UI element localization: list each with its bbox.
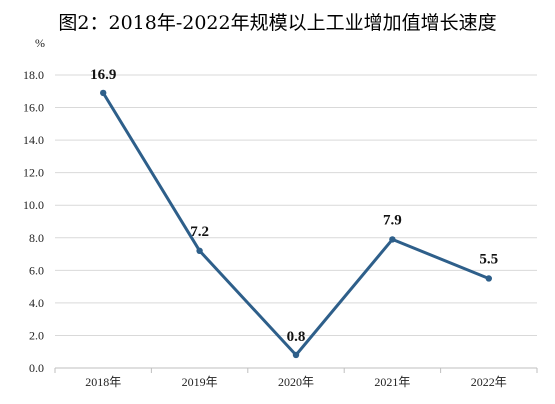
y-axis-ticks: 0.0 2.0 4.0 6.0 8.0 10.0 12.0 14.0 16.0 18.0 [23, 68, 44, 375]
y-tick-label: 2.0 [29, 328, 44, 342]
data-point [485, 275, 492, 282]
data-label: 7.9 [383, 212, 402, 228]
y-axis-unit: % [35, 36, 45, 50]
y-tick-label: 6.0 [29, 263, 44, 277]
data-point [196, 247, 203, 254]
y-tick-label: 18.0 [23, 68, 44, 82]
y-tick-label: 10.0 [23, 198, 44, 212]
data-labels: 16.9 7.2 0.8 7.9 5.5 [90, 67, 498, 345]
data-point [100, 89, 107, 97]
x-tick-label: 2022年 [471, 375, 507, 389]
data-label: 5.5 [479, 251, 498, 267]
x-axis [54, 367, 538, 373]
y-tick-label: 16.0 [23, 101, 44, 115]
y-tick-label: 4.0 [29, 296, 44, 310]
data-label: 16.9 [90, 67, 116, 83]
x-axis-ticks: 2018年 2019年 2020年 2021年 2022年 [85, 375, 507, 389]
x-tick-label: 2019年 [182, 375, 218, 389]
chart-title: 图2：2018年-2022年规模以上工业增加值增长速度 [58, 12, 497, 34]
y-tick-label: 14.0 [23, 133, 44, 147]
data-point [292, 351, 300, 359]
gridlines [55, 74, 537, 336]
series-line [101, 92, 490, 357]
y-tick-label: 0.0 [29, 361, 44, 375]
data-label: 7.2 [190, 224, 209, 240]
y-tick-label: 12.0 [23, 166, 44, 180]
x-tick-label: 2018年 [85, 375, 121, 389]
y-tick-label: 8.0 [29, 231, 44, 245]
data-label: 0.8 [287, 329, 306, 345]
data-point [389, 236, 396, 243]
series-line-group [100, 89, 492, 359]
x-tick-label: 2021年 [374, 375, 410, 389]
x-tick-label: 2020年 [278, 375, 314, 389]
